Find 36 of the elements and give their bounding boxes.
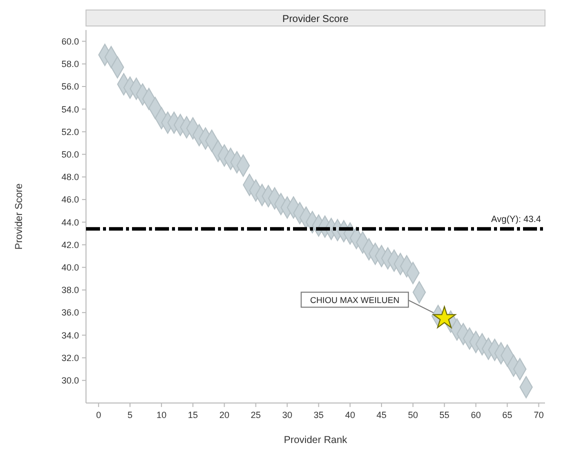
x-tick-label: 70 — [534, 410, 544, 420]
x-tick-label: 55 — [439, 410, 450, 420]
annotation: CHIOU MAX WEILUEN — [310, 295, 400, 306]
y-axis-title: Provider Score — [14, 182, 25, 250]
x-tick-label: 20 — [219, 410, 230, 420]
y-tick-label: 36.0 — [61, 308, 79, 318]
x-tick-label: 30 — [282, 410, 292, 420]
ref-line-label: Avg(Y): 43.4 — [491, 214, 541, 224]
x-tick-label: 40 — [345, 410, 356, 420]
y-tick-label: 56.0 — [61, 82, 79, 92]
x-tick-label: 25 — [250, 410, 261, 420]
y-tick-label: 54.0 — [61, 104, 79, 114]
y-tick-label: 34.0 — [61, 330, 79, 340]
y-tick-label: 44.0 — [61, 217, 79, 228]
y-tick-label: 46.0 — [61, 194, 79, 205]
y-tick-label: 32.0 — [61, 352, 79, 363]
x-tick-label: 45 — [376, 410, 387, 420]
chart-title: Provider Score — [282, 14, 350, 25]
x-tick-label: 60 — [470, 410, 481, 420]
y-tick-label: 40.0 — [61, 262, 79, 273]
y-tick-label: 48.0 — [61, 172, 79, 182]
y-tick-label: 38.0 — [61, 285, 79, 296]
x-tick-label: 50 — [408, 410, 418, 420]
y-tick-label: 30.0 — [61, 376, 79, 386]
x-tick-label: 5 — [128, 410, 133, 420]
y-tick-label: 50.0 — [61, 149, 79, 160]
x-axis-title: Provider Rank — [284, 435, 348, 446]
y-tick-label: 58.0 — [61, 59, 79, 70]
y-tick-label: 42.0 — [61, 240, 79, 250]
x-tick-label: 15 — [188, 410, 198, 420]
x-tick-label: 10 — [156, 410, 166, 420]
x-tick-label: 0 — [96, 410, 102, 420]
y-tick-label: 60.0 — [61, 36, 79, 46]
x-tick-label: 65 — [502, 410, 512, 420]
y-tick-label: 52.0 — [61, 126, 79, 137]
x-tick-label: 35 — [314, 410, 324, 420]
